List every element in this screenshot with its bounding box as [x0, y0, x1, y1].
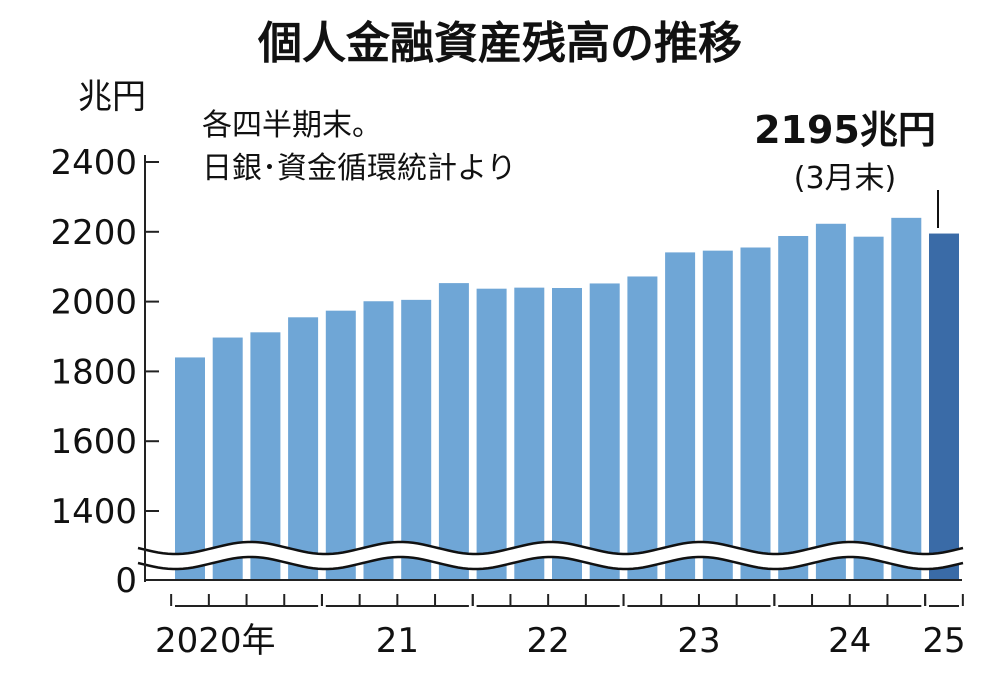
- bar-2023Q2: [665, 252, 696, 581]
- x-group-label: 25: [922, 621, 965, 661]
- bar-2021Q1: [325, 310, 356, 580]
- axis-break: [137, 540, 965, 571]
- x-group-label: 21: [376, 621, 419, 661]
- bar-2020Q3: [250, 332, 281, 580]
- bar-2024Q4: [891, 217, 922, 580]
- x-group-label: 2020年: [155, 621, 276, 661]
- bar-2020Q2: [212, 337, 243, 580]
- note-line-2: 日銀･資金循環統計より: [202, 151, 516, 186]
- x-group-label: 22: [527, 621, 570, 661]
- chart-title: 個人金融資産残高の推移: [257, 18, 742, 69]
- bar-2022Q4: [589, 283, 620, 580]
- callout-date: (3月末): [794, 161, 897, 196]
- bar-2020Q4: [288, 317, 319, 580]
- x-axis: 2020年 21 22 23 24 25: [145, 579, 966, 661]
- y-axis-unit-label: 兆円: [78, 77, 146, 117]
- bar-2022Q3: [552, 287, 582, 580]
- y-tick-label: 1800: [50, 352, 137, 392]
- y-tick-label: 0: [115, 561, 137, 601]
- axis-break-line-bottom: [137, 555, 964, 571]
- y-tick-label: 2400: [50, 143, 137, 183]
- y-tick-label: 2000: [50, 283, 137, 323]
- bar-2020Q1: [175, 357, 205, 580]
- y-axis-ticks: 2400 2200 2000 1800 1600 1400 0: [50, 143, 159, 601]
- bar-2021Q3: [401, 299, 432, 580]
- x-group-label: 23: [677, 621, 720, 661]
- y-tick-label: 1600: [50, 422, 137, 462]
- y-tick-label: 2200: [50, 213, 137, 253]
- bar-2023Q3: [702, 250, 733, 580]
- note-line-1: 各四半期末。: [202, 108, 382, 143]
- callout-value: 2195兆円: [754, 108, 936, 152]
- bar-2024Q2: [815, 223, 846, 580]
- bar-2021Q2: [363, 301, 394, 580]
- bar-2025Q1: [929, 233, 959, 581]
- bars: [175, 217, 959, 581]
- bar-2023Q1: [627, 276, 658, 580]
- axis-break-band: [138, 542, 965, 569]
- bar-2021Q4: [438, 283, 469, 580]
- bar-2024Q1: [778, 235, 809, 580]
- y-tick-label: 1400: [50, 492, 137, 532]
- bar-2023Q4: [740, 247, 771, 580]
- axis-break-line-top: [137, 540, 964, 556]
- bar-2022Q1: [476, 288, 507, 580]
- bar-2022Q2: [514, 287, 545, 580]
- bar-2024Q3: [853, 236, 884, 580]
- x-group-label: 24: [828, 621, 871, 661]
